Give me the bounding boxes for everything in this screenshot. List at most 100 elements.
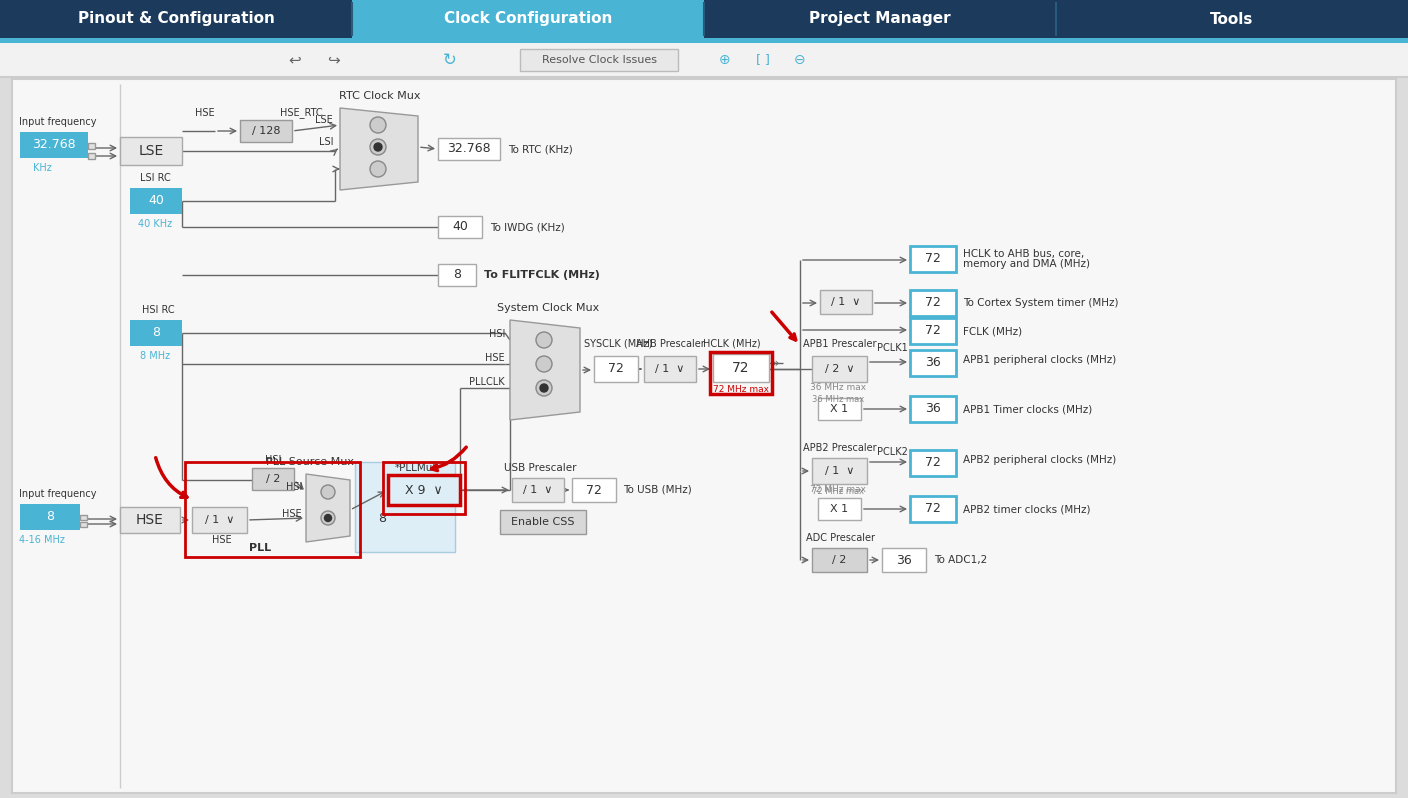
Circle shape [370, 139, 386, 155]
Text: HSI: HSI [286, 482, 301, 492]
Text: APB2 peripheral clocks (MHz): APB2 peripheral clocks (MHz) [963, 455, 1117, 465]
Text: HSE: HSE [196, 108, 215, 118]
Text: / 1  ∨: / 1 ∨ [825, 466, 855, 476]
Text: APB1 peripheral clocks (MHz): APB1 peripheral clocks (MHz) [963, 355, 1117, 365]
Text: KHz: KHz [32, 163, 51, 173]
Text: LSE: LSE [315, 115, 334, 125]
Text: / 1  ∨: / 1 ∨ [524, 485, 553, 495]
FancyBboxPatch shape [818, 498, 862, 520]
FancyBboxPatch shape [87, 153, 94, 159]
Circle shape [375, 143, 382, 151]
FancyBboxPatch shape [594, 356, 638, 382]
Text: LSI: LSI [318, 137, 334, 147]
Text: HSI: HSI [489, 329, 505, 339]
FancyBboxPatch shape [20, 132, 87, 158]
Text: / 2: / 2 [266, 474, 280, 484]
FancyBboxPatch shape [812, 356, 867, 382]
Text: HCLK (MHz): HCLK (MHz) [703, 339, 760, 349]
Text: USB Prescaler: USB Prescaler [504, 463, 576, 473]
Text: Tools: Tools [1211, 11, 1253, 26]
Text: 72 MHz max: 72 MHz max [812, 488, 865, 496]
FancyBboxPatch shape [910, 350, 956, 376]
Text: AHB Prescaler: AHB Prescaler [635, 339, 704, 349]
Circle shape [321, 511, 335, 525]
Text: 8: 8 [152, 326, 161, 339]
FancyBboxPatch shape [643, 356, 696, 382]
Text: / 2  ∨: / 2 ∨ [825, 364, 855, 374]
Text: PCLK1: PCLK1 [877, 343, 908, 353]
Text: To FLITFCLK (MHz): To FLITFCLK (MHz) [484, 270, 600, 280]
FancyBboxPatch shape [910, 246, 956, 272]
Text: 36 MHz max: 36 MHz max [812, 396, 865, 405]
Text: APB1 Prescaler: APB1 Prescaler [803, 339, 877, 349]
Text: Input frequency: Input frequency [20, 117, 97, 127]
Text: To USB (MHz): To USB (MHz) [622, 485, 691, 495]
FancyBboxPatch shape [812, 458, 867, 484]
Text: Input frequency: Input frequency [20, 489, 97, 499]
Text: To ADC1,2: To ADC1,2 [934, 555, 987, 565]
Text: / 1  ∨: / 1 ∨ [831, 297, 860, 307]
Text: 36: 36 [895, 554, 912, 567]
Circle shape [370, 117, 386, 133]
Text: ↻: ↻ [444, 51, 458, 69]
FancyBboxPatch shape [910, 318, 956, 344]
Text: To IWDG (KHz): To IWDG (KHz) [490, 222, 565, 232]
Text: Clock Configuration: Clock Configuration [444, 11, 612, 26]
FancyBboxPatch shape [120, 507, 180, 533]
FancyBboxPatch shape [13, 79, 1395, 793]
Text: HCLK to AHB bus, core,: HCLK to AHB bus, core, [963, 249, 1084, 259]
FancyBboxPatch shape [438, 264, 476, 286]
Text: 72: 72 [586, 484, 603, 496]
Text: Resolve Clock Issues: Resolve Clock Issues [542, 55, 656, 65]
FancyBboxPatch shape [520, 49, 679, 71]
Text: 8: 8 [46, 511, 54, 523]
FancyBboxPatch shape [130, 188, 182, 214]
Text: SYSCLK (MHz): SYSCLK (MHz) [584, 339, 652, 349]
Text: 8: 8 [453, 268, 460, 282]
Text: System Clock Mux: System Clock Mux [497, 303, 600, 313]
Text: To Cortex System timer (MHz): To Cortex System timer (MHz) [963, 298, 1118, 308]
Text: / 128: / 128 [252, 126, 280, 136]
Text: / 1  ∨: / 1 ∨ [204, 515, 234, 525]
Text: [ ]: [ ] [756, 53, 770, 66]
Text: memory and DMA (MHz): memory and DMA (MHz) [963, 259, 1090, 269]
Text: ↩: ↩ [289, 53, 301, 68]
Text: 72: 72 [608, 362, 624, 376]
Text: HSE_RTC: HSE_RTC [280, 108, 322, 118]
Text: HSE: HSE [486, 353, 505, 363]
Text: 72: 72 [925, 456, 941, 469]
Circle shape [536, 380, 552, 396]
Text: 32.768: 32.768 [448, 143, 491, 156]
FancyBboxPatch shape [818, 398, 862, 420]
FancyBboxPatch shape [438, 216, 482, 238]
Text: 32.768: 32.768 [32, 139, 76, 152]
Text: APB2 Prescaler: APB2 Prescaler [803, 443, 877, 453]
FancyBboxPatch shape [712, 354, 769, 382]
Text: 72: 72 [925, 252, 941, 266]
FancyBboxPatch shape [513, 478, 565, 502]
Text: LSE: LSE [138, 144, 163, 158]
Text: FCLK (MHz): FCLK (MHz) [963, 326, 1022, 336]
Text: »: » [772, 357, 780, 369]
FancyBboxPatch shape [87, 143, 94, 149]
Text: 40: 40 [452, 220, 467, 234]
FancyBboxPatch shape [130, 320, 182, 346]
Text: ⊕: ⊕ [719, 53, 731, 67]
Text: 72: 72 [925, 325, 941, 338]
Text: LSI RC: LSI RC [139, 173, 170, 183]
Text: HSE: HSE [283, 509, 301, 519]
Text: 36: 36 [925, 402, 941, 416]
FancyBboxPatch shape [191, 507, 246, 533]
FancyBboxPatch shape [389, 475, 460, 505]
Text: 4-16 MHz: 4-16 MHz [20, 535, 65, 545]
FancyBboxPatch shape [252, 468, 294, 490]
Text: 72: 72 [732, 361, 749, 375]
FancyBboxPatch shape [812, 548, 867, 572]
FancyBboxPatch shape [352, 0, 704, 38]
FancyBboxPatch shape [500, 510, 586, 534]
Text: 72 MHz max: 72 MHz max [712, 385, 769, 393]
FancyBboxPatch shape [438, 138, 500, 160]
Text: / 2: / 2 [832, 555, 846, 565]
Text: Project Manager: Project Manager [810, 11, 950, 26]
Text: 8 MHz: 8 MHz [139, 351, 170, 361]
